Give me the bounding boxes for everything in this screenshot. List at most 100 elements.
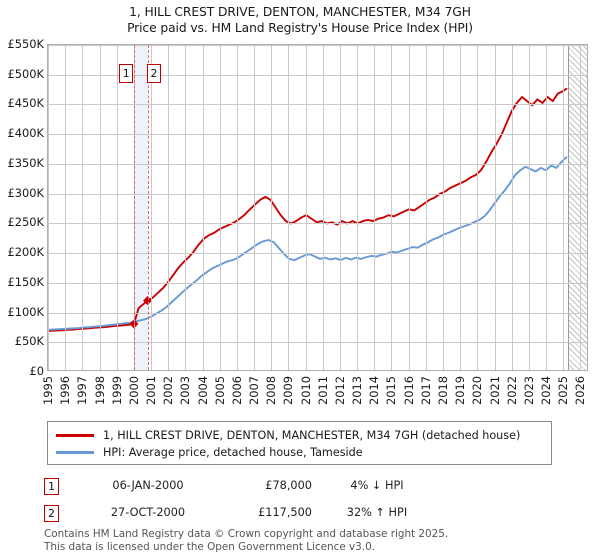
- legend-item-1[interactable]: 1, HILL CREST DRIVE, DENTON, MANCHESTER,…: [56, 427, 543, 444]
- transaction-marker-line: [134, 45, 136, 370]
- series-line: [48, 89, 566, 331]
- marker-flag-2[interactable]: 2: [146, 64, 161, 83]
- gridline-vertical: [580, 45, 582, 370]
- y-axis-tick-label: £500K: [7, 66, 44, 81]
- x-axis-tick-label: 2007: [247, 376, 262, 405]
- transaction-row[interactable]: 2 27-OCT-2000 £117,500 32% ↑ HPI: [44, 505, 464, 527]
- series-lines: [48, 45, 587, 370]
- transaction-hpi-delta: 32% ↑ HPI: [346, 506, 408, 519]
- legend-item-label: 1, HILL CREST DRIVE, DENTON, MANCHESTER,…: [103, 429, 521, 442]
- x-axis-tick-label: 2016: [401, 376, 416, 405]
- gridline-vertical: [305, 45, 307, 370]
- x-axis-tick-label: 2013: [350, 376, 365, 405]
- gridline-vertical: [563, 45, 565, 370]
- x-axis-tick-label: 2010: [298, 376, 313, 405]
- transaction-marker-line: [147, 45, 149, 370]
- transaction-price: £117,500: [258, 506, 312, 519]
- title-line-1: 1, HILL CREST DRIVE, DENTON, MANCHESTER,…: [129, 5, 471, 19]
- x-axis-tick-label: 2020: [470, 376, 485, 405]
- gridline-vertical: [271, 45, 273, 370]
- legend-item-2[interactable]: HPI: Average price, detached house, Tame…: [56, 444, 543, 461]
- gridline-vertical: [116, 45, 118, 370]
- gridline-horizontal: [48, 193, 587, 195]
- gridline-horizontal: [48, 163, 587, 165]
- gridline-vertical: [391, 45, 393, 370]
- x-axis-tick-label: 2014: [367, 376, 382, 405]
- x-axis-tick-label: 2001: [144, 376, 159, 405]
- transaction-index-badge: 2: [44, 505, 59, 522]
- y-axis-tick-label: £300K: [7, 185, 44, 200]
- chart-legend: 1, HILL CREST DRIVE, DENTON, MANCHESTER,…: [47, 421, 552, 465]
- x-axis-tick-label: 2006: [229, 376, 244, 405]
- gridline-vertical: [477, 45, 479, 370]
- y-axis-tick-label: £450K: [7, 96, 44, 111]
- gridline-vertical: [408, 45, 410, 370]
- gridline-horizontal: [48, 282, 587, 284]
- gridline-vertical: [339, 45, 341, 370]
- gridline-horizontal: [48, 134, 587, 136]
- plot-area[interactable]: [47, 44, 588, 371]
- x-axis-tick-label: 2022: [504, 376, 519, 405]
- legend-color-swatch: [56, 434, 94, 437]
- gridline-horizontal: [48, 253, 587, 255]
- y-axis-tick-label: £250K: [7, 215, 44, 230]
- x-axis-tick-label: 2015: [384, 376, 399, 405]
- gridline-vertical: [460, 45, 462, 370]
- gridline-vertical: [511, 45, 513, 370]
- x-axis-labels: 1995 1996 1997 1998 1999 2000 2001 2002 2003 2004…: [41, 376, 588, 412]
- chart-container: £0 £50K £100K £150K £200K £250K £300K £350K £400…: [0, 37, 600, 405]
- gridline-vertical: [236, 45, 238, 370]
- gridline-vertical: [168, 45, 170, 370]
- x-axis-tick-label: 2002: [161, 376, 176, 405]
- transaction-row[interactable]: 1 06-JAN-2000 £78,000 4% ↓ HPI: [44, 478, 464, 500]
- footer-line-1: Contains HM Land Registry data © Crown c…: [44, 528, 449, 540]
- x-axis-tick-label: 1998: [92, 376, 107, 405]
- x-axis-tick-label: 2025: [556, 376, 571, 405]
- gridline-vertical: [219, 45, 221, 370]
- gridline-vertical: [425, 45, 427, 370]
- transaction-index-badge: 1: [44, 478, 59, 495]
- y-axis-tick-label: £100K: [7, 304, 44, 319]
- transaction-date: 06-JAN-2000: [112, 479, 184, 492]
- gridline-vertical: [185, 45, 187, 370]
- y-axis-labels: £0 £50K £100K £150K £200K £250K £300K £350K £400…: [0, 37, 44, 378]
- gridline-vertical: [494, 45, 496, 370]
- footer-attribution: Contains HM Land Registry data © Crown c…: [44, 528, 584, 553]
- x-axis-tick-label: 2000: [126, 376, 141, 405]
- y-axis-tick-label: £350K: [7, 155, 44, 170]
- y-axis-tick-label: £0: [29, 364, 45, 378]
- gridline-vertical: [288, 45, 290, 370]
- title-line-2: Price paid vs. HM Land Registry's House …: [127, 21, 473, 35]
- y-axis-tick-label: £400K: [7, 126, 44, 141]
- gridline-vertical: [546, 45, 548, 370]
- x-axis-tick-label: 2004: [195, 376, 210, 405]
- projection-hatch-region: [568, 45, 587, 370]
- highlight-band: [134, 45, 148, 370]
- x-axis-tick-label: 2005: [212, 376, 227, 405]
- gridline-vertical: [65, 45, 67, 370]
- x-axis-tick-label: 1996: [58, 376, 73, 405]
- series-line: [48, 157, 566, 330]
- x-axis-tick-label: 2018: [436, 376, 451, 405]
- x-axis-tick-label: 2011: [315, 376, 330, 405]
- x-axis-tick-label: 2024: [539, 376, 554, 405]
- legend-color-swatch: [56, 451, 94, 454]
- x-axis-tick-label: 2009: [281, 376, 296, 405]
- gridline-vertical: [528, 45, 530, 370]
- x-axis-tick-label: 2021: [487, 376, 502, 405]
- x-axis-tick-label: 2026: [573, 376, 588, 405]
- x-axis-tick-label: 2008: [264, 376, 279, 405]
- gridline-vertical: [99, 45, 101, 370]
- gridline-vertical: [254, 45, 256, 370]
- x-axis-tick-label: 2023: [521, 376, 536, 405]
- gridline-vertical: [374, 45, 376, 370]
- x-axis-tick-label: 2003: [178, 376, 193, 405]
- gridline-vertical: [202, 45, 204, 370]
- footer-line-2: This data is licensed under the Open Gov…: [44, 540, 376, 553]
- marker-flag-1[interactable]: 1: [119, 64, 134, 83]
- gridline-vertical: [322, 45, 324, 370]
- x-axis-tick-label: 2012: [332, 376, 347, 405]
- transaction-hpi-delta: 4% ↓ HPI: [350, 479, 404, 492]
- gridline-vertical: [151, 45, 153, 370]
